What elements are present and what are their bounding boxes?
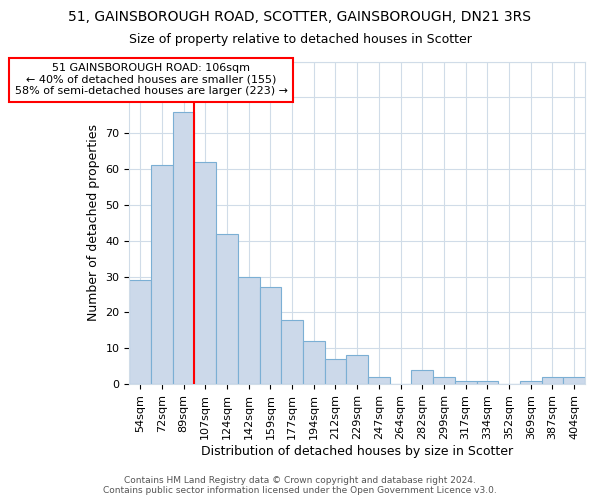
Bar	[194, 162, 216, 384]
Bar	[281, 320, 303, 384]
X-axis label: Distribution of detached houses by size in Scotter: Distribution of detached houses by size …	[201, 444, 513, 458]
Text: Size of property relative to detached houses in Scotter: Size of property relative to detached ho…	[128, 32, 472, 46]
Bar	[173, 112, 194, 384]
Bar	[238, 276, 260, 384]
Bar	[563, 377, 585, 384]
Bar	[216, 234, 238, 384]
Bar	[325, 359, 346, 384]
Bar	[455, 380, 476, 384]
Bar	[476, 380, 498, 384]
Bar	[346, 356, 368, 384]
Bar	[303, 341, 325, 384]
Y-axis label: Number of detached properties: Number of detached properties	[87, 124, 100, 322]
Bar	[412, 370, 433, 384]
Text: 51 GAINSBOROUGH ROAD: 106sqm
← 40% of detached houses are smaller (155)
58% of s: 51 GAINSBOROUGH ROAD: 106sqm ← 40% of de…	[14, 64, 287, 96]
Bar	[542, 377, 563, 384]
Bar	[368, 377, 390, 384]
Text: 51, GAINSBOROUGH ROAD, SCOTTER, GAINSBOROUGH, DN21 3RS: 51, GAINSBOROUGH ROAD, SCOTTER, GAINSBOR…	[68, 10, 532, 24]
Bar	[433, 377, 455, 384]
Text: Contains HM Land Registry data © Crown copyright and database right 2024.
Contai: Contains HM Land Registry data © Crown c…	[103, 476, 497, 495]
Bar	[260, 288, 281, 384]
Bar	[130, 280, 151, 384]
Bar	[151, 166, 173, 384]
Bar	[520, 380, 542, 384]
